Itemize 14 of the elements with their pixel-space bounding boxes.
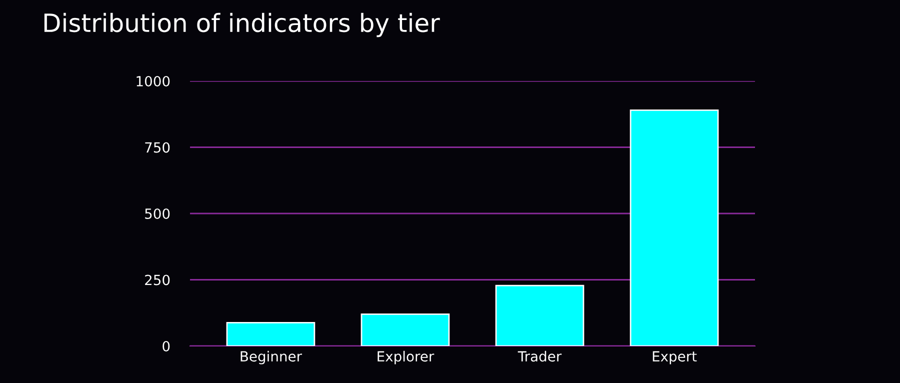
y-tick-label: 0	[162, 340, 170, 352]
y-tick-label: 750	[145, 142, 170, 153]
x-tick-label: Trader	[518, 350, 562, 362]
x-tick-label: Explorer	[378, 350, 434, 364]
y-tick-label: 500	[145, 208, 170, 219]
bar	[360, 314, 450, 346]
bar	[630, 109, 719, 346]
x-tick-label: Beginner	[240, 350, 302, 364]
bar	[495, 284, 584, 346]
x-tick-label: Expert	[652, 351, 697, 364]
chart-title: Distribution of indicators by tier	[44, 12, 440, 38]
y-tick-label: 1000	[136, 76, 170, 86]
y-tick-label: 250	[145, 274, 170, 286]
bar	[226, 322, 316, 346]
